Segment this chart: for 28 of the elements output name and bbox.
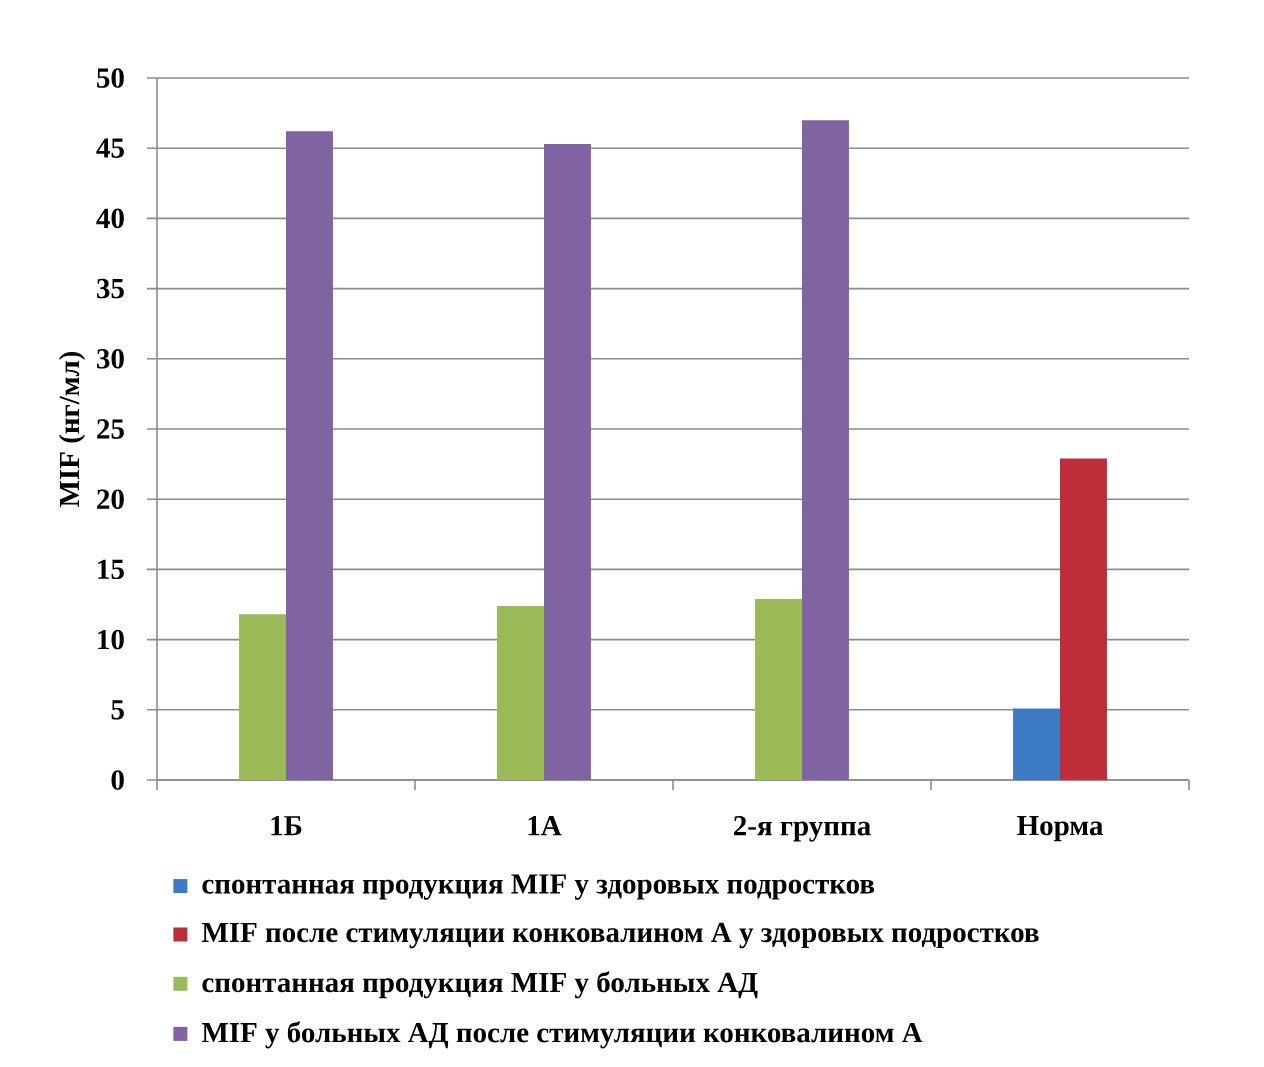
legend-label: спонтанная продукция MIF у больных АД [202,971,758,999]
bar [755,598,802,780]
y-tick-label: 10 [98,629,124,650]
bar [286,131,333,780]
y-tick-label: 40 [96,208,124,229]
y-tick-label: 30 [97,349,124,369]
bar [1060,458,1107,780]
x-tick-label: Норма [1017,816,1103,842]
legend-label: спонтанная продукция MIF у здоровых подростков [202,874,875,900]
y-tick-label: 45 [96,138,124,158]
legend-label: MIF после стимуляции конковалином А у здоровых подростков [201,922,1039,949]
y-tick-label: 5 [111,700,124,720]
y-tick-label: 0 [111,770,124,790]
y-tick-label: 20 [97,489,124,509]
y-axis-title: MIF (нг/мл) [58,351,86,507]
x-tick-label: 1Б [271,816,302,836]
y-tick-label: 35 [97,278,124,299]
y-tick-label: 15 [98,559,124,580]
bar [497,605,544,780]
x-tick-label: 2-я группа [734,816,871,842]
x-tick-label: 1А [528,816,562,836]
y-tick-label: 50 [97,68,124,88]
bar [544,143,591,780]
bar [239,614,286,780]
y-tick-label: 25 [97,419,124,439]
legend-label: MIF у больных АД после стимуляции конковалином А [201,1021,923,1049]
bar [802,120,849,780]
bar [1013,708,1060,780]
